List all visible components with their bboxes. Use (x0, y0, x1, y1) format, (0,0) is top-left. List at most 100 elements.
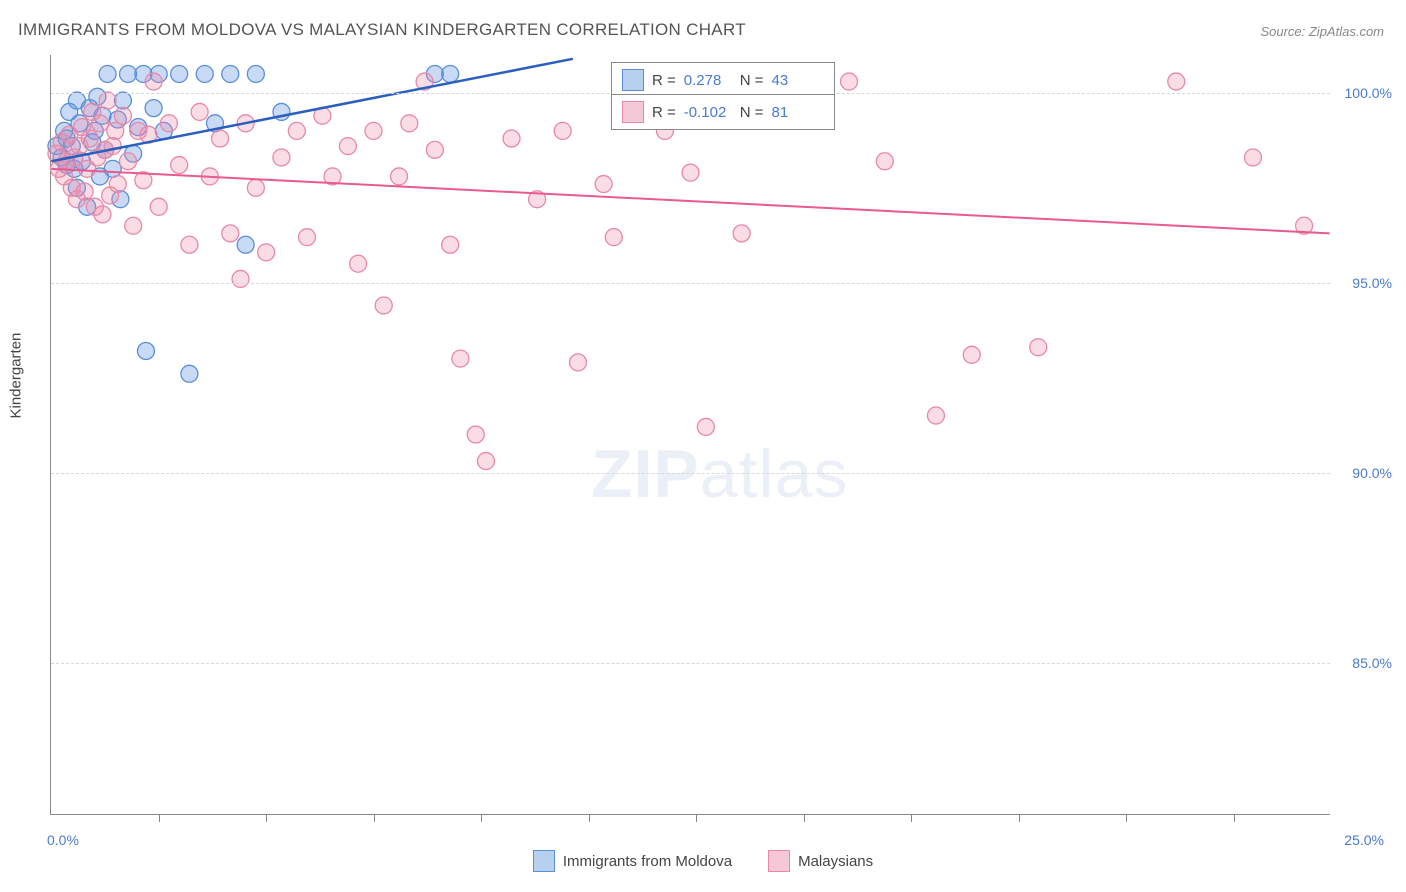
scatter-point (503, 130, 520, 147)
legend-item-moldova: Immigrants from Moldova (533, 850, 732, 872)
r-label: R = (652, 72, 676, 89)
scatter-point (963, 346, 980, 363)
gridline (51, 663, 1330, 664)
scatter-point (145, 73, 162, 90)
scatter-point (109, 176, 126, 193)
scatter-point (401, 115, 418, 132)
scatter-point (1244, 149, 1261, 166)
x-tick (589, 814, 590, 822)
legend-swatch-moldova (533, 850, 555, 872)
scatter-point (477, 453, 494, 470)
scatter-point (697, 418, 714, 435)
scatter-point (442, 65, 459, 82)
scatter-point (222, 65, 239, 82)
x-tick (1234, 814, 1235, 822)
n-value: 43 (772, 72, 820, 89)
y-tick-label: 95.0% (1352, 275, 1392, 291)
x-tick (481, 814, 482, 822)
scatter-point (452, 350, 469, 367)
scatter-point (733, 225, 750, 242)
scatter-point (222, 225, 239, 242)
scatter-point (91, 115, 108, 132)
scatter-point (114, 107, 131, 124)
scatter-point (191, 103, 208, 120)
scatter-point (114, 92, 131, 109)
x-axis-max-label: 25.0% (1344, 832, 1384, 848)
y-tick-label: 90.0% (1352, 465, 1392, 481)
n-label: N = (740, 72, 764, 89)
scatter-point (99, 65, 116, 82)
scatter-point (104, 160, 121, 177)
legend-label-moldova: Immigrants from Moldova (563, 853, 732, 870)
x-tick (1126, 814, 1127, 822)
x-tick (696, 814, 697, 822)
scatter-point (426, 141, 443, 158)
scatter-point (237, 236, 254, 253)
scatter-point (927, 407, 944, 424)
scatter-point (365, 122, 382, 139)
scatter-point (350, 255, 367, 272)
scatter-point (120, 153, 137, 170)
bottom-legend: Immigrants from Moldova Malaysians (0, 850, 1406, 872)
chart-title: IMMIGRANTS FROM MOLDOVA VS MALAYSIAN KIN… (18, 20, 746, 40)
gridline (51, 283, 1330, 284)
scatter-point (554, 122, 571, 139)
scatter-point (299, 229, 316, 246)
scatter-point (232, 270, 249, 287)
scatter-point (876, 153, 893, 170)
source-attribution: Source: ZipAtlas.com (1260, 24, 1384, 39)
scatter-point (171, 65, 188, 82)
scatter-point (247, 65, 264, 82)
legend-item-malaysians: Malaysians (768, 850, 873, 872)
legend-swatch-icon (622, 69, 644, 91)
n-value: 81 (772, 104, 820, 121)
scatter-point (181, 236, 198, 253)
r-label: R = (652, 104, 676, 121)
y-tick-label: 100.0% (1345, 85, 1392, 101)
scatter-point (94, 206, 111, 223)
legend-swatch-icon (622, 101, 644, 123)
scatter-point (682, 164, 699, 181)
scatter-point (570, 354, 587, 371)
scatter-point (171, 157, 188, 174)
scatter-point (339, 138, 356, 155)
scatter-point (145, 100, 162, 117)
scatter-point (196, 65, 213, 82)
scatter-point (120, 65, 137, 82)
x-tick (159, 814, 160, 822)
scatter-point (391, 168, 408, 185)
scatter-point (1168, 73, 1185, 90)
r-value: -0.102 (684, 104, 732, 121)
scatter-point (76, 183, 93, 200)
x-axis-min-label: 0.0% (47, 832, 79, 848)
scatter-point (1030, 339, 1047, 356)
correlation-legend-row: R = 0.278 N = 43 (611, 62, 835, 98)
scatter-point (442, 236, 459, 253)
scatter-point (273, 149, 290, 166)
x-tick (1019, 814, 1020, 822)
scatter-point (99, 92, 116, 109)
scatter-point (288, 122, 305, 139)
scatter-point (467, 426, 484, 443)
scatter-point (137, 343, 154, 360)
scatter-point (81, 130, 98, 147)
correlation-legend-row: R = -0.102 N = 81 (611, 94, 835, 130)
chart-svg (51, 55, 1330, 814)
scatter-point (595, 176, 612, 193)
r-value: 0.278 (684, 72, 732, 89)
legend-label-malaysians: Malaysians (798, 853, 873, 870)
plot-area: ZIPatlas 0.0% 25.0% 85.0%90.0%95.0%100.0… (50, 55, 1330, 815)
x-tick (911, 814, 912, 822)
scatter-point (125, 217, 142, 234)
gridline (51, 473, 1330, 474)
n-label: N = (740, 104, 764, 121)
scatter-point (605, 229, 622, 246)
scatter-point (247, 179, 264, 196)
scatter-point (841, 73, 858, 90)
x-tick (804, 814, 805, 822)
scatter-point (212, 130, 229, 147)
y-axis-title: Kindergarten (8, 333, 25, 419)
scatter-point (181, 365, 198, 382)
scatter-point (160, 115, 177, 132)
scatter-point (104, 138, 121, 155)
